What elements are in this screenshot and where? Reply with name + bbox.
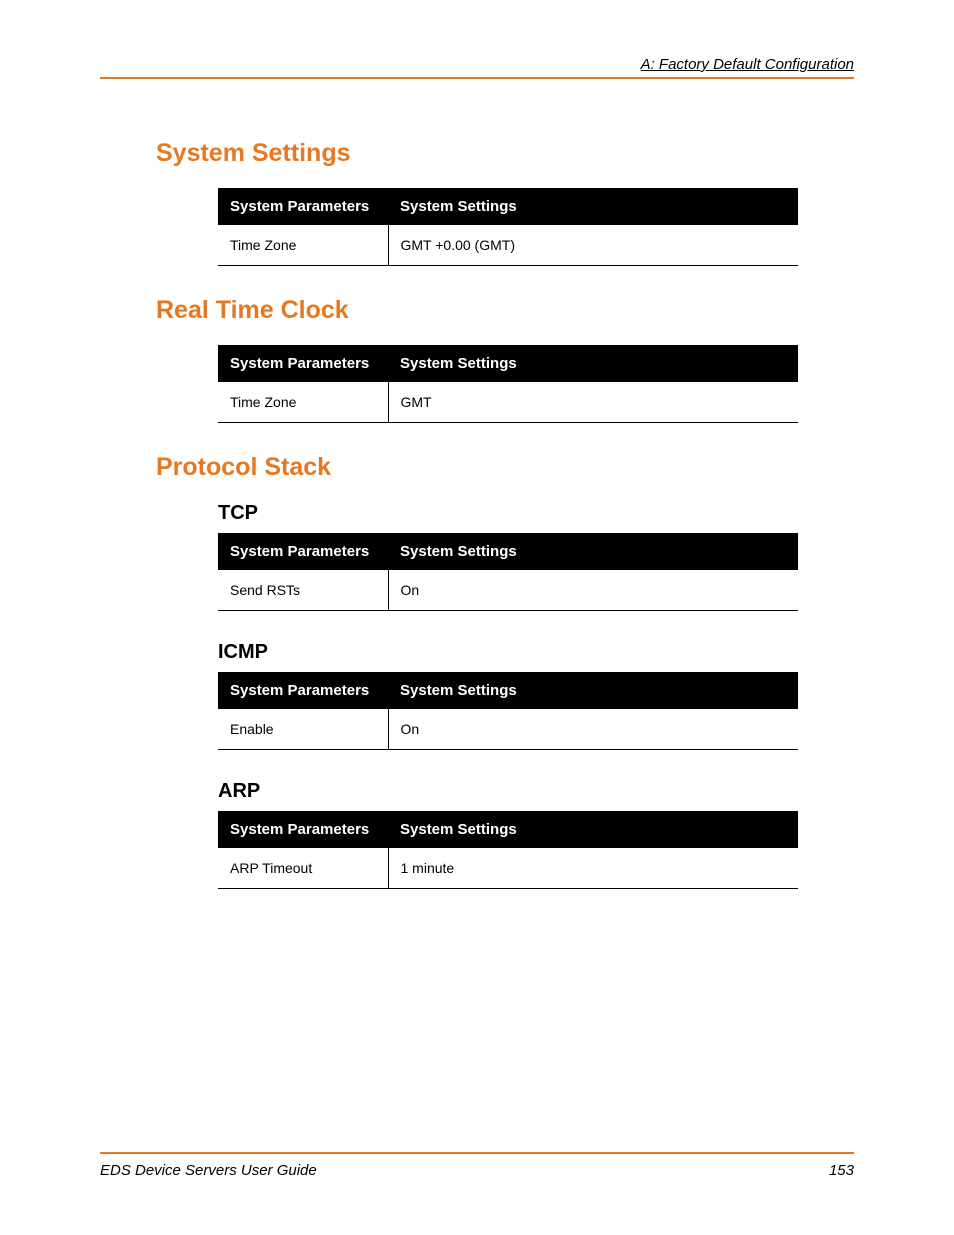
section-title-protocol-stack: Protocol Stack — [156, 453, 854, 482]
col-header: System Parameters — [218, 672, 388, 709]
subsection-title-arp: ARP — [218, 780, 854, 803]
col-header: System Settings — [388, 672, 798, 709]
cell-value: On — [388, 570, 798, 611]
col-header: System Parameters — [218, 188, 388, 225]
col-header: System Parameters — [218, 533, 388, 570]
table-row: ARP Timeout 1 minute — [218, 848, 798, 889]
col-header: System Parameters — [218, 811, 388, 848]
cell-value: 1 minute — [388, 848, 798, 889]
col-header: System Settings — [388, 811, 798, 848]
table-icmp: System Parameters System Settings Enable… — [218, 672, 798, 750]
table-header-row: System Parameters System Settings — [218, 672, 798, 709]
cell-param: ARP Timeout — [218, 848, 388, 889]
footer-rule — [100, 1152, 854, 1154]
table-arp: System Parameters System Settings ARP Ti… — [218, 811, 798, 889]
table-row: Send RSTs On — [218, 570, 798, 611]
table-row: Time Zone GMT +0.00 (GMT) — [218, 225, 798, 266]
footer-title: EDS Device Servers User Guide — [100, 1162, 317, 1179]
col-header: System Settings — [388, 533, 798, 570]
table-row: Time Zone GMT — [218, 382, 798, 423]
col-header: System Settings — [388, 188, 798, 225]
section-title-system-settings: System Settings — [156, 139, 854, 168]
cell-value: GMT — [388, 382, 798, 423]
cell-param: Time Zone — [218, 225, 388, 266]
table-tcp: System Parameters System Settings Send R… — [218, 533, 798, 611]
section-title-real-time-clock: Real Time Clock — [156, 296, 854, 325]
cell-value: On — [388, 709, 798, 750]
page-header: A: Factory Default Configuration — [100, 56, 854, 77]
table-real-time-clock: System Parameters System Settings Time Z… — [218, 345, 798, 423]
table-system-settings: System Parameters System Settings Time Z… — [218, 188, 798, 266]
table-header-row: System Parameters System Settings — [218, 345, 798, 382]
table-header-row: System Parameters System Settings — [218, 811, 798, 848]
cell-param: Enable — [218, 709, 388, 750]
subsection-title-icmp: ICMP — [218, 641, 854, 664]
table-row: Enable On — [218, 709, 798, 750]
col-header: System Parameters — [218, 345, 388, 382]
table-header-row: System Parameters System Settings — [218, 533, 798, 570]
subsection-title-tcp: TCP — [218, 502, 854, 525]
table-header-row: System Parameters System Settings — [218, 188, 798, 225]
cell-value: GMT +0.00 (GMT) — [388, 225, 798, 266]
cell-param: Time Zone — [218, 382, 388, 423]
page-number: 153 — [829, 1162, 854, 1179]
col-header: System Settings — [388, 345, 798, 382]
cell-param: Send RSTs — [218, 570, 388, 611]
header-rule — [100, 77, 854, 79]
